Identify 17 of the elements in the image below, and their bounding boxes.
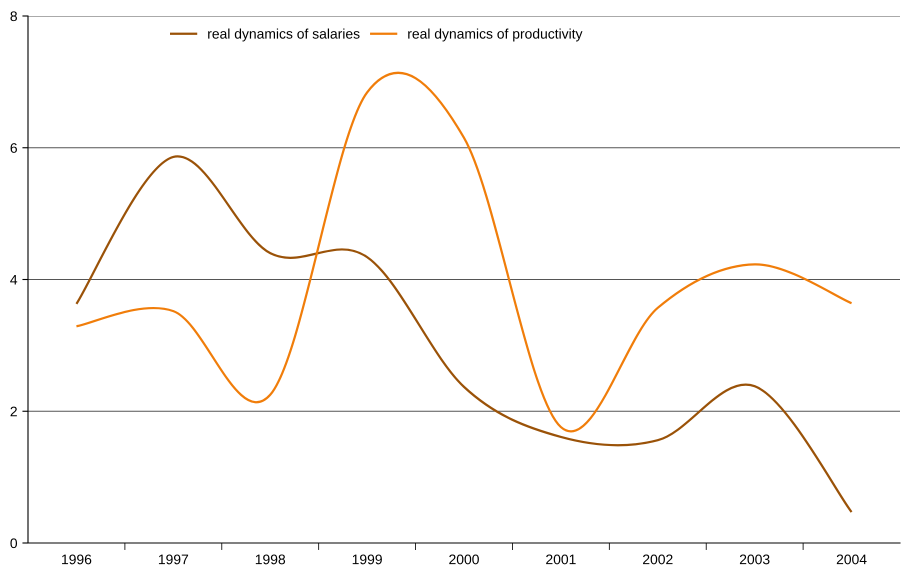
x-tick-label: 1999 (352, 554, 382, 564)
line-series (75, 156, 853, 514)
y-tick-label: 2 (10, 406, 17, 416)
legend-label: real dynamics of productivity (408, 28, 582, 42)
x-tick-label: 2000 (449, 554, 479, 564)
y-tick-label: 8 (10, 11, 17, 22)
y-tick-label: 0 (10, 538, 18, 548)
y-tick-label: 4 (10, 274, 18, 285)
x-tick-label: 1997 (158, 554, 188, 564)
y-tick-label: 6 (10, 143, 17, 153)
x-tick-label: 2001 (546, 554, 576, 564)
legend-label: real dynamics of salaries (208, 28, 360, 42)
x-tick-label: 2002 (643, 554, 673, 564)
x-tick-label: 2004 (836, 554, 867, 564)
x-tick-label: 2003 (740, 554, 770, 564)
x-tick-label: 1998 (256, 554, 286, 564)
x-tick-label: 1996 (62, 554, 92, 564)
